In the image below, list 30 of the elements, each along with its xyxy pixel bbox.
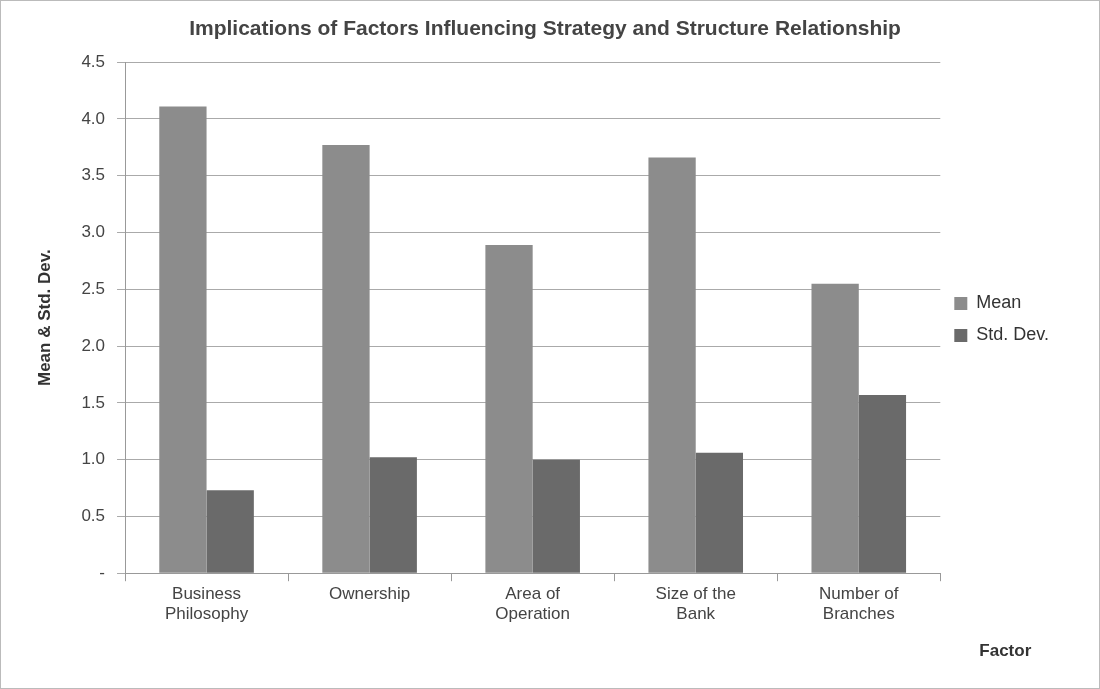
y-tick-label: 1.0 bbox=[81, 449, 106, 469]
chart-title: Implications of Factors Influencing Strategy and Structure Relationship bbox=[189, 16, 901, 40]
y-tick-label: 2.0 bbox=[81, 335, 106, 355]
bar bbox=[695, 452, 744, 573]
legend-label: Std. Dev. bbox=[976, 324, 1050, 345]
x-tick-label: Number of Branches bbox=[819, 584, 899, 624]
bar bbox=[532, 459, 580, 573]
bar bbox=[811, 283, 859, 573]
bar bbox=[369, 457, 417, 573]
y-axis-title: Mean & Std. Dev. bbox=[34, 249, 54, 387]
y-tick-label: 4.0 bbox=[81, 108, 106, 128]
x-axis-title: Factor bbox=[979, 640, 1032, 660]
bar bbox=[485, 245, 533, 573]
y-tick-label: - bbox=[99, 562, 106, 582]
y-tick-label: 4.5 bbox=[81, 51, 106, 71]
bar bbox=[159, 106, 207, 573]
y-tick-label: 2.5 bbox=[81, 279, 106, 298]
y-tick-label: 0.5 bbox=[81, 506, 106, 526]
bar bbox=[858, 394, 907, 573]
bar bbox=[322, 145, 370, 573]
bar bbox=[206, 490, 254, 573]
legend-label: Mean bbox=[976, 292, 1022, 313]
y-tick-label: 1.5 bbox=[81, 392, 106, 412]
x-tick-label: Size of the Bank bbox=[655, 584, 736, 624]
x-tick-label: Area of Operation bbox=[495, 584, 570, 624]
x-tick-label: Ownership bbox=[328, 584, 411, 604]
y-tick-label: 3.5 bbox=[81, 165, 106, 185]
y-tick-label: 3.0 bbox=[81, 222, 106, 242]
bar bbox=[648, 157, 696, 573]
x-tick-label: Business Philosophy bbox=[164, 584, 249, 624]
